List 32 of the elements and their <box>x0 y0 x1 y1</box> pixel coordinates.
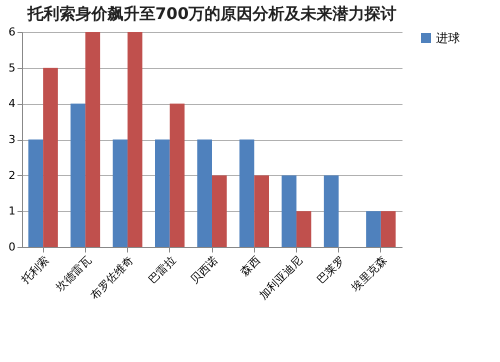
y-tick-label: 4 <box>8 97 16 110</box>
x-tick-label: 巴雷拉 <box>146 254 178 286</box>
bar <box>254 175 269 247</box>
y-tick-label: 1 <box>8 204 16 218</box>
y-tick-label: 0 <box>8 240 16 254</box>
bar <box>212 175 227 247</box>
bar <box>282 175 296 247</box>
chart-title: 托利索身价飙升至700万的原因分析及未来潜力探讨 <box>26 4 397 23</box>
x-tick-label: 托利索 <box>18 254 52 288</box>
x-tick-label: 森西 <box>238 254 263 279</box>
y-tick-label: 3 <box>8 133 16 146</box>
bar <box>170 104 185 247</box>
bar <box>43 68 58 247</box>
bar <box>296 211 312 247</box>
bar <box>239 140 254 247</box>
y-tick-label: 6 <box>8 26 16 38</box>
bar <box>85 32 100 247</box>
x-tick-label: 贝西诺 <box>188 254 220 286</box>
bar <box>28 140 44 247</box>
legend-label: 进球 <box>436 31 460 45</box>
x-tick-label: 巴莱罗 <box>314 254 348 286</box>
bar <box>70 104 86 247</box>
y-tick-label: 5 <box>8 61 16 74</box>
bar <box>197 140 212 247</box>
bar <box>324 175 339 247</box>
bar <box>366 211 381 247</box>
bar <box>155 140 170 247</box>
x-tick-label: 埃里克森 <box>348 254 390 295</box>
bar <box>128 32 142 247</box>
bar <box>112 140 128 247</box>
y-tick-label: 2 <box>8 168 16 182</box>
bar <box>380 211 396 247</box>
